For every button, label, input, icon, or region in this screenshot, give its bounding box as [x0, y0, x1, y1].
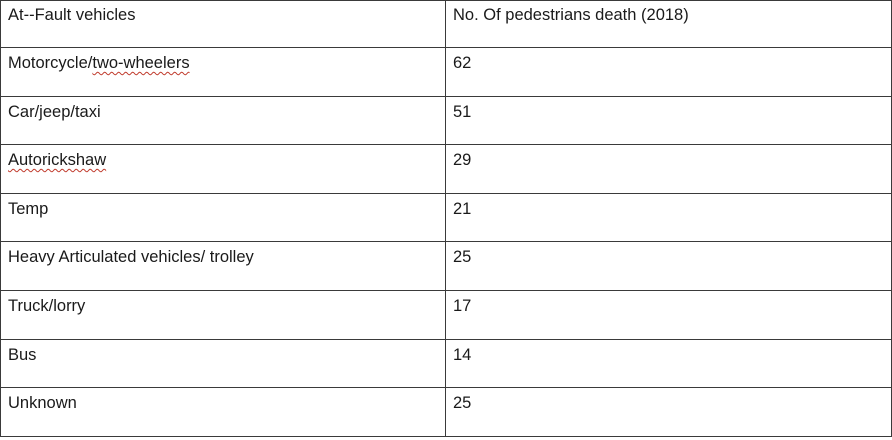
vehicle-text-flagged: Autorickshaw — [8, 151, 107, 170]
vehicle-text: Motorcycle/ — [8, 54, 93, 72]
table-row: Motorcycle/two-wheelers 62 — [0, 47, 892, 97]
table-row: Unknown 25 — [0, 387, 892, 437]
vehicle-cell: Temp — [0, 192, 446, 243]
vehicle-cell: Unknown — [0, 387, 446, 437]
vehicle-cell: Autorickshaw — [0, 144, 446, 194]
table-row: Heavy Articulated vehicles/ trolley 25 — [0, 241, 892, 291]
vehicle-cell: Truck/lorry — [0, 289, 446, 340]
deaths-cell: 25 — [445, 241, 892, 291]
vehicle-cell: Heavy Articulated vehicles/ trolley — [0, 241, 446, 291]
deaths-cell: 14 — [445, 338, 892, 389]
vehicle-cell: Motorcycle/two-wheelers — [0, 47, 446, 97]
deaths-cell: 21 — [445, 192, 892, 243]
table-row: Temp 21 — [0, 192, 892, 243]
header-deaths: No. Of pedestrians death (2018) — [445, 0, 892, 48]
vehicle-cell: Bus — [0, 338, 446, 389]
deaths-cell: 29 — [445, 144, 892, 194]
table-row: Bus 14 — [0, 338, 892, 389]
vehicle-cell: Car/jeep/taxi — [0, 95, 446, 146]
table-row: Truck/lorry 17 — [0, 289, 892, 340]
deaths-cell: 62 — [445, 47, 892, 97]
table-header-row: At--Fault vehicles No. Of pedestrians de… — [0, 0, 892, 48]
vehicle-text-flagged: two-wheelers — [92, 54, 190, 72]
header-vehicle: At--Fault vehicles — [0, 0, 446, 48]
table-row: Autorickshaw 29 — [0, 144, 892, 194]
table-row: Car/jeep/taxi 51 — [0, 95, 892, 146]
deaths-cell: 25 — [445, 387, 892, 437]
deaths-cell: 51 — [445, 95, 892, 146]
deaths-cell: 17 — [445, 289, 892, 340]
